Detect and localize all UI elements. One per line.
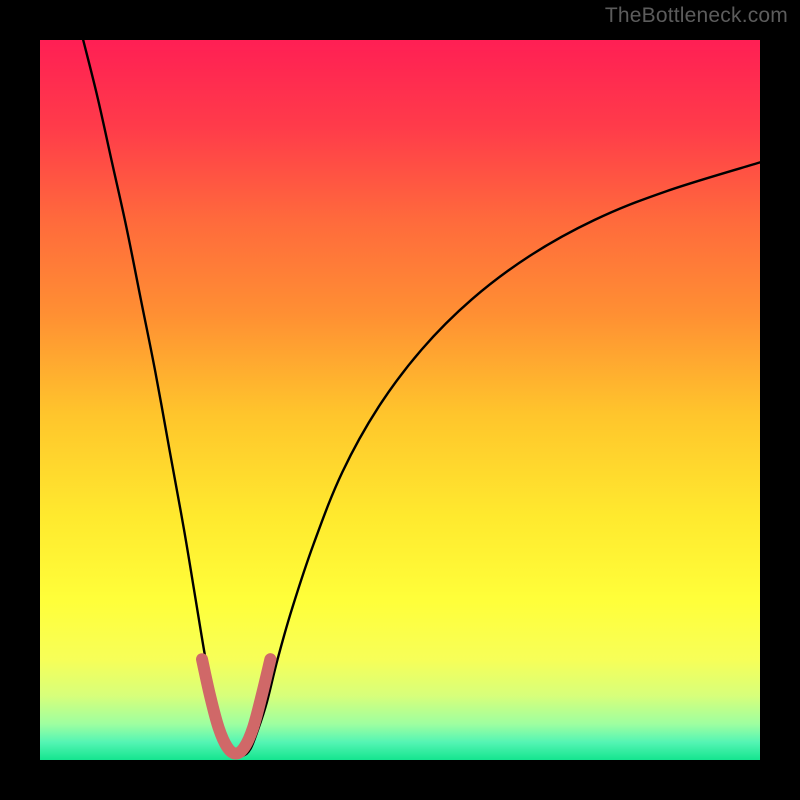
chart-stage: TheBottleneck.com	[0, 0, 800, 800]
chart-svg	[0, 0, 800, 800]
plot-background	[40, 40, 760, 760]
watermark-text: TheBottleneck.com	[605, 4, 788, 28]
